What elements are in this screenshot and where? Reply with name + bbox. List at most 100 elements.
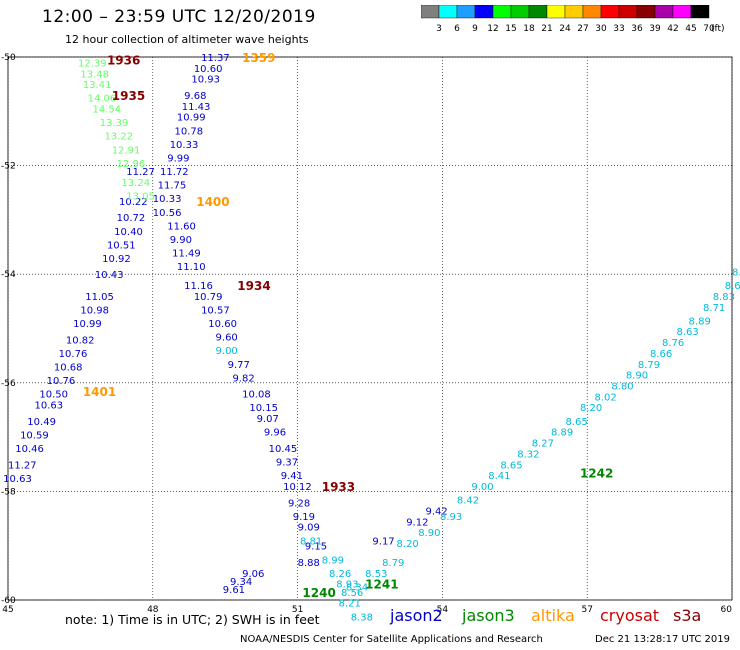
swh-label: 9.00 [471,482,493,493]
swh-label: 8.38 [351,612,373,623]
colorbar-label: 42 [667,24,678,34]
swh-label: 8.66 [650,349,672,360]
swh-label: 8.34 [346,582,368,593]
swh-label: 8.83 [713,292,735,303]
colorbar-label: 27 [577,24,588,34]
swh-label: 14.06 [88,94,117,105]
swh-label: 10.51 [107,240,136,251]
swh-label: 8.81 [300,536,322,547]
swh-label: 9.37 [276,458,298,469]
series-altika: 9.008.818.998.268.938.568.348.218.388.53… [216,267,740,623]
swh-label: 11.72 [160,167,189,178]
swh-label: 8.56 [341,588,363,599]
time-label: 1936 [107,54,140,68]
colorbar-label: 33 [613,24,624,34]
swh-label: 10.78 [175,126,204,137]
time-label: 1242 [580,466,613,480]
colorbar-label: 3 [436,24,442,34]
swh-label: 10.99 [73,319,102,330]
swh-label: 8.53 [365,569,387,580]
satellite-cryosat: cryosat [600,606,660,625]
swh-label: 10.43 [95,270,124,281]
x-tick-label: 48 [147,605,159,615]
swh-label: 8.88 [298,558,320,569]
swh-label: 9.34 [230,577,252,588]
swh-label: 12.91 [112,145,141,156]
swh-label: 10.59 [20,430,49,441]
swh-label: 11.75 [158,181,187,192]
time-label: 1400 [196,195,229,209]
plot-frame [7,56,733,601]
colorbar-label: 21 [541,24,552,34]
swh-label: 10.92 [102,254,131,265]
swh-label: 10.79 [194,292,223,303]
swh-label: 8.6 [732,267,740,278]
y-tick-label: -60 [1,596,16,606]
swh-label: 8.76 [662,338,684,349]
colorbar-legend: 3 6 9 12 15 18 21 24 27 30 33 36 39 42 45 70(ft) [421,5,725,34]
swh-label: 13.22 [105,132,134,143]
swh-label: 12.39 [78,58,107,69]
colorbar-label: 30 [595,24,607,34]
swh-label: 11.49 [172,248,201,259]
swh-label: 10.57 [201,305,230,316]
swh-label: 12.96 [117,159,146,170]
series-jason2: 11.3710.6010.939.6811.4310.9910.7810.339… [3,53,448,596]
swh-label: 13.41 [83,80,112,91]
swh-label: 13.24 [121,178,150,189]
swh-label: 9.15 [305,542,327,553]
swh-label: 13.48 [80,69,109,80]
swh-label: 10.99 [177,113,206,124]
y-tick-label: -54 [1,270,16,280]
swh-label: 10.82 [66,335,95,346]
swh-label: 10.45 [269,444,298,455]
colorbar-label: 18 [523,24,535,34]
swh-label: 9.41 [281,471,303,482]
swh-label: 9.77 [228,360,250,371]
swh-label: 8.63 [676,327,698,338]
swh-label: 11.37 [201,53,230,64]
time-labels: 1936 1935 1359 1400 1934 1401 1933 1242 1241 1240 [83,51,614,600]
swh-label: 10.60 [194,64,223,75]
swh-label: 8.27 [532,439,554,450]
swh-label: 8.79 [382,558,404,569]
time-label: 1933 [322,480,355,494]
swh-label: 9.68 [184,91,206,102]
swh-label: 8.93 [440,512,462,523]
swh-label: 8.90 [418,528,440,539]
swh-label: 8.32 [517,449,539,460]
swh-label: 11.10 [177,262,206,273]
swh-label: 10.22 [119,197,148,208]
swh-label: 10.68 [54,363,83,374]
swh-label: 13.39 [100,118,129,129]
swh-label: 9.12 [406,517,428,528]
colorbar-label: 15 [505,24,516,34]
swh-label: 9.07 [257,414,279,425]
satellite-jason2: jason2 [390,606,443,625]
colorbar-label: 39 [649,24,661,34]
time-label: 1401 [83,385,116,399]
swh-label: 9.00 [216,346,238,357]
swh-label: 10.08 [242,390,271,401]
swh-label: 9.19 [293,512,315,523]
swh-label: 8.21 [339,599,361,610]
swh-label: 8.62 [725,281,740,292]
swh-label: 10.49 [27,417,56,428]
chart-title: 12:00 – 23:59 UTC 12/20/2019 [42,7,316,27]
swh-label: 8.65 [565,417,587,428]
time-label: 1240 [302,586,335,600]
x-tick-label: 54 [437,605,449,615]
y-tick-label: -52 [1,162,16,172]
swh-label: 9.61 [223,585,245,596]
swh-label: 9.06 [242,569,264,580]
swh-label: 10.33 [153,194,182,205]
swh-label: 8.65 [500,460,522,471]
swh-label: 8.02 [594,392,616,403]
swh-label: 10.72 [117,213,146,224]
colorbar-label: 12 [487,24,498,34]
swh-label: 8.89 [689,316,711,327]
satellite-s3a: s3a [673,606,702,625]
swh-label: 13.05 [126,191,155,202]
